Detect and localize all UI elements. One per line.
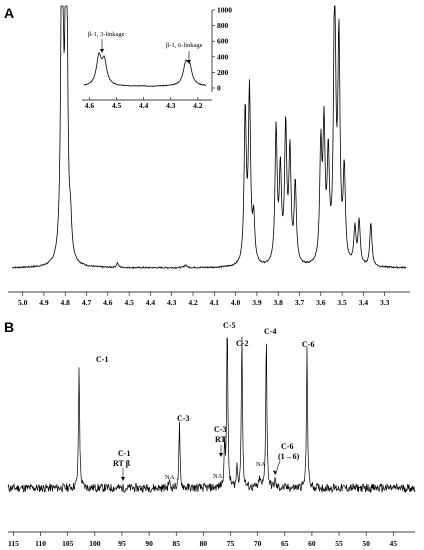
inset-y-tick-label: 600 [217, 37, 229, 46]
inset-y-tick-label: 800 [217, 21, 229, 30]
label-na-3: NA [256, 461, 266, 468]
panel-a-x-tick-label: 3.4 [359, 298, 369, 307]
panel-a-x-tick-label: 4.4 [146, 298, 156, 307]
panel-b-x-tick-label: 85 [172, 539, 180, 548]
panel-b-x-tick-label: 45 [390, 539, 398, 548]
label-c3-rt-c: C-3 [214, 425, 226, 434]
label-c3-rt-rt: RT [215, 435, 226, 444]
panel-b-x-tick-label: 100 [89, 539, 101, 548]
inset-x-tick-label: 4.2 [193, 101, 203, 110]
panel-a-x-tick-label: 3.7 [295, 298, 305, 307]
c6-16-arrowhead [273, 470, 277, 475]
panel-b-x-tick-label: 55 [335, 539, 343, 548]
panel-a-x-tick-label: 4.9 [39, 298, 49, 307]
panel-b-x-tick-label: 90 [145, 539, 153, 548]
panel-a-x-tick-label: 4.2 [188, 298, 198, 307]
beta-1-3-arrowhead [100, 49, 104, 53]
panel-a-x-tick-label: 3.6 [316, 298, 326, 307]
beta-1-6-linkage-label: β-1, 6-linkage [166, 42, 203, 49]
inset-x-tick-label: 4.6 [85, 101, 95, 110]
label-c1: C-1 [96, 355, 108, 364]
panel-a-x-tick-label: 4.3 [167, 298, 177, 307]
panel-b-x-tick-label: 95 [118, 539, 126, 548]
panel-b-x-tick-label: 80 [200, 539, 208, 548]
panel-a-spectrum-trace [11, 5, 407, 270]
inset-ticks: 0 200 400 600 800 1000 4.6 4.5 4.4 4.3 4.2 [85, 6, 233, 111]
label-c3: C-3 [177, 414, 189, 423]
inset-x-tick-label: 4.3 [166, 101, 176, 110]
inset-x-tick-label: 4.5 [112, 101, 122, 110]
label-c1-rt-beta-c: C-1 [118, 449, 130, 458]
panel-a-x-tick-label: 4.0 [231, 298, 241, 307]
panel-b-x-tick-label: 75 [227, 539, 235, 548]
label-c6: C-6 [302, 340, 314, 349]
panel-b-x-tick-label: 65 [281, 539, 289, 548]
label-c6-16-c: C-6 [281, 442, 293, 451]
panel-a-label: A [4, 5, 14, 21]
panel-b-x-tick-label: 60 [308, 539, 316, 548]
beta-1-6-arrowhead [187, 60, 191, 64]
panel-a-inset: 0 200 400 600 800 1000 4.6 4.5 4.4 4.3 4.2 β-1, 3-… [82, 6, 233, 111]
panel-b-spectrum-trace [7, 336, 416, 494]
label-c1-rt-beta-rt: RT β [113, 459, 130, 468]
inset-y-tick-label: 200 [217, 68, 229, 77]
label-c2: C-2 [236, 339, 248, 348]
panel-a-x-tick-label: 3.9 [252, 298, 262, 307]
panel-a-x-tick-label: 4.7 [82, 298, 92, 307]
label-c6-16-link: (1→6) [278, 452, 300, 461]
label-c4: C-4 [264, 327, 276, 336]
inset-spectrum-trace [84, 52, 207, 87]
panel-a-x-tick-label: 4.8 [61, 298, 71, 307]
panel-b-x-tick-label: 70 [254, 539, 262, 548]
inset-x-tick-label: 4.4 [139, 101, 149, 110]
panel-a-x-tick-label: 4.1 [210, 298, 220, 307]
panel-b-x-axis: 115 110 105 100 95 90 85 80 75 70 65 60 55 50 45 [8, 532, 397, 548]
beta-1-3-linkage-label: β-1, 3-linkage [88, 31, 125, 38]
inset-y-tick-label: 0 [217, 84, 221, 93]
panel-a-x-tick-label: 4.6 [103, 298, 113, 307]
label-na-1: NA [165, 474, 175, 481]
panel-a-x-tick-label: 4.5 [124, 298, 134, 307]
c6-16-arrow [275, 460, 281, 473]
panel-a-x-tick-label: 3.3 [380, 298, 390, 307]
panel-a-x-tick-label: 5.0 [18, 298, 28, 307]
panel-a-x-axis: 5.0 4.9 4.8 4.7 4.6 4.5 4.4 4.3 4.2 4.1 4.0 3.9 3.8 3… [18, 292, 390, 307]
panel-b-x-tick-label: 50 [362, 539, 370, 548]
panel-b-label: B [4, 319, 14, 335]
panel-a-x-tick-label: 3.5 [337, 298, 347, 307]
label-c5: C-5 [223, 321, 235, 330]
c3-rt-arrowhead [219, 453, 223, 457]
panel-b-x-tick-label: 105 [62, 539, 74, 548]
panel-b-x-tick-label: 115 [8, 539, 19, 548]
inset-y-tick-label: 1000 [217, 6, 232, 15]
c1-rt-arrowhead [121, 477, 125, 481]
label-na-2: NA [213, 473, 223, 480]
panel-a-x-tick-label: 3.8 [274, 298, 284, 307]
panel-b-x-tick-label: 110 [35, 539, 46, 548]
inset-y-tick-label: 400 [217, 52, 229, 61]
